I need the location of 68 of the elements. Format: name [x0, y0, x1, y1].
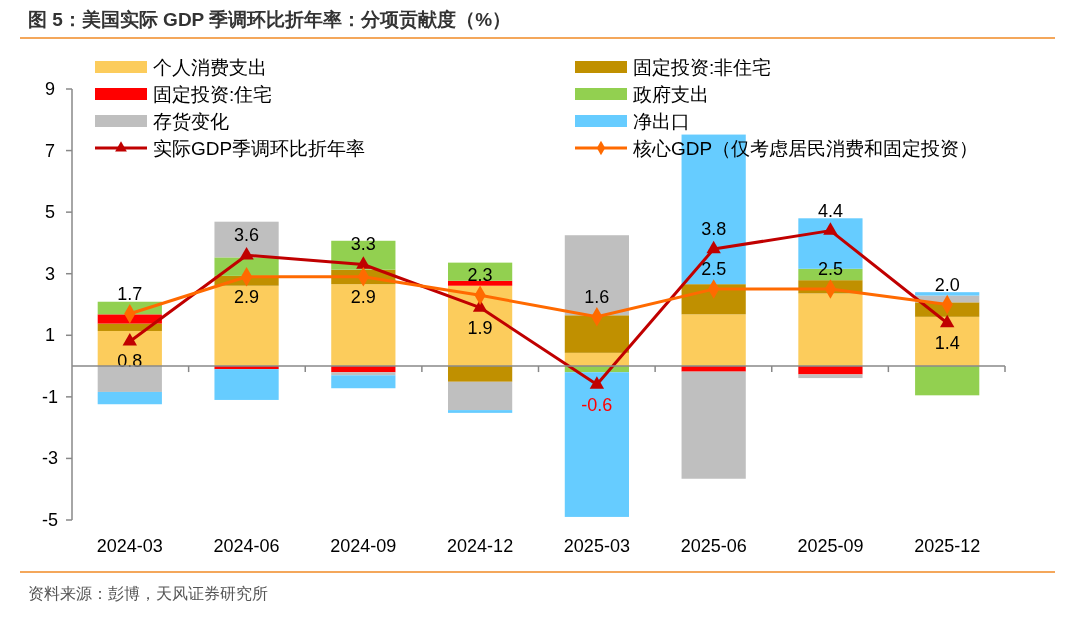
data-label: 1.9	[467, 317, 493, 338]
data-label: 0.8	[117, 351, 143, 372]
bar	[448, 381, 513, 411]
x-tick-label: 2024-12	[447, 536, 514, 556]
data-label: 3.6	[234, 225, 260, 246]
x-tick-label: 2025-03	[563, 536, 630, 556]
data-label: 3.8	[701, 219, 727, 240]
legend-label: 固定投资:非住宅	[633, 57, 772, 78]
y-tick-label: -3	[41, 448, 59, 469]
legend-label: 净出口	[633, 111, 690, 132]
bar	[331, 375, 396, 389]
legend-label: 实际GDP季调环比折年率	[153, 138, 366, 159]
bar	[448, 366, 513, 382]
y-tick-label: 9	[44, 79, 56, 99]
y-tick-label: -5	[41, 510, 59, 530]
data-label: -0.6	[581, 394, 613, 415]
bar	[564, 315, 629, 353]
data-label: 2.9	[350, 286, 376, 307]
bar	[915, 292, 980, 296]
point	[239, 246, 254, 260]
bar	[915, 366, 980, 396]
bar	[448, 280, 513, 286]
bar	[331, 372, 396, 376]
y-tick-label: 3	[44, 263, 56, 284]
bar	[681, 314, 746, 367]
bar	[214, 369, 279, 400]
y-tick-label: 1	[44, 325, 56, 346]
chart-title: 图 5：美国实际 GDP 季调环比折年率：分项贡献度（%）	[28, 9, 512, 30]
text: 资料来源：彭博，天风证券研究所	[28, 585, 268, 602]
x-tick-label: 2024-09	[330, 536, 397, 556]
bar	[798, 374, 863, 379]
data-label: 1.4	[934, 332, 960, 353]
bar	[97, 366, 162, 392]
point	[706, 240, 721, 254]
data-label: 1.7	[117, 283, 143, 304]
data-label: 2.3	[467, 265, 493, 286]
bar	[915, 316, 980, 367]
bar	[564, 372, 629, 517]
point	[356, 256, 371, 269]
data-label: 4.4	[817, 200, 843, 221]
x-tick-label: 2025-06	[680, 536, 747, 556]
data-label: 2.5	[701, 259, 727, 280]
bar	[564, 235, 629, 316]
data-label: 1.6	[584, 286, 610, 307]
y-tick-label: -1	[41, 386, 59, 407]
data-label: 2.9	[234, 286, 260, 307]
legend-label: 存货变化	[153, 111, 229, 132]
point	[939, 314, 955, 328]
point	[589, 376, 605, 389]
y-tick-label: 7	[44, 140, 56, 161]
bar	[798, 293, 863, 367]
x-tick-label: 2024-03	[96, 536, 163, 556]
legend-label: 政府支出	[633, 84, 709, 105]
x-tick-label: 2025-09	[797, 536, 864, 556]
bar	[97, 391, 162, 405]
legend-label: 固定投资:住宅	[153, 84, 273, 105]
bar	[448, 410, 513, 413]
point	[122, 333, 138, 346]
data-label: 2.0	[934, 274, 960, 295]
point	[823, 222, 838, 235]
legend-label: 个人消费支出	[153, 57, 267, 78]
bar	[331, 284, 396, 367]
bar	[681, 371, 746, 479]
x-tick-label: 2024-06	[213, 536, 280, 556]
bar	[214, 285, 279, 367]
x-tick-label: 2025-12	[914, 536, 981, 556]
bar	[681, 366, 746, 372]
y-tick-label: 5	[44, 202, 56, 223]
